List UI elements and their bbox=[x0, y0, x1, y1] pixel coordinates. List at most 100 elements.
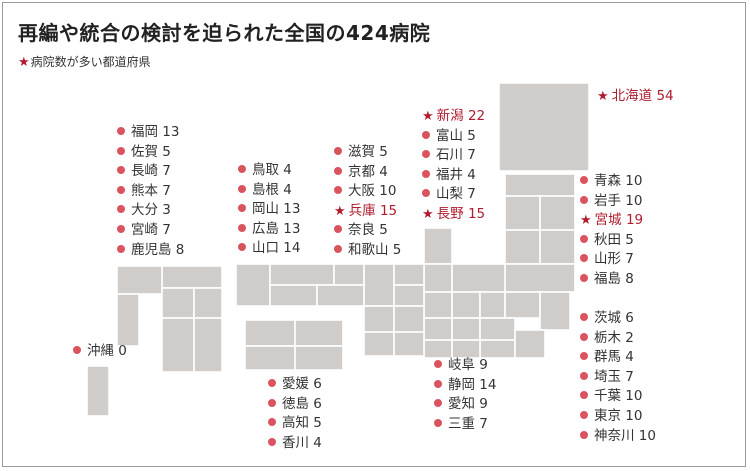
dot-icon bbox=[334, 166, 342, 175]
dot-icon bbox=[580, 430, 588, 439]
prefecture-label: ★ 新潟 22 bbox=[422, 107, 485, 127]
label-group-kyushu: 福岡 13 佐賀 5 長崎 7 熊本 7 大分 3 宮崎 7 鹿児島 8 bbox=[117, 123, 184, 260]
prefecture-label: 島根 4 bbox=[238, 181, 300, 201]
prefecture-count: 宮崎 7 bbox=[131, 221, 171, 238]
label-group-okinawa: 沖縄 0 bbox=[73, 342, 127, 362]
prefecture-tile-ehime bbox=[244, 345, 296, 371]
prefecture-count: 徳島 6 bbox=[282, 395, 322, 412]
prefecture-label: 山形 7 bbox=[580, 250, 643, 270]
prefecture-label: 富山 5 bbox=[422, 127, 485, 147]
prefecture-label: 鹿児島 8 bbox=[117, 241, 184, 261]
dot-icon bbox=[117, 205, 125, 214]
prefecture-tile-ishikawa bbox=[423, 227, 453, 265]
prefecture-tile-nagano bbox=[451, 291, 481, 319]
prefecture-count: 兵庫 15 bbox=[348, 202, 398, 219]
prefecture-count: 長野 15 bbox=[436, 205, 486, 222]
star-icon: ★ bbox=[422, 109, 434, 124]
prefecture-tile-ibaraki bbox=[539, 291, 571, 331]
prefecture-label: 沖縄 0 bbox=[73, 342, 127, 362]
prefecture-count: 三重 7 bbox=[448, 415, 488, 432]
prefecture-tile-akita bbox=[504, 195, 541, 231]
dot-icon bbox=[422, 150, 430, 159]
prefecture-tile-kagoshima bbox=[161, 317, 195, 373]
dot-icon bbox=[580, 391, 588, 400]
prefecture-tile-tochigi bbox=[504, 291, 541, 319]
dot-icon bbox=[268, 418, 276, 427]
prefecture-tile-kumamoto bbox=[161, 287, 195, 319]
prefecture-tile-aomori bbox=[504, 173, 576, 197]
prefecture-tile-fukuoka bbox=[161, 265, 223, 289]
prefecture-tile-niigata bbox=[451, 263, 506, 293]
prefecture-label: 山口 14 bbox=[238, 239, 300, 259]
dot-icon bbox=[422, 130, 430, 139]
prefecture-label: 滋賀 5 bbox=[334, 143, 401, 163]
prefecture-tile-kyoto bbox=[393, 263, 425, 286]
label-group-hokkaido: ★ 北海道 54 bbox=[597, 87, 674, 107]
prefecture-tile-mie bbox=[393, 331, 425, 357]
prefecture-count: 茨城 6 bbox=[594, 310, 634, 326]
prefecture-tile-hokkaido bbox=[498, 82, 590, 172]
prefecture-count: 和歌山 5 bbox=[348, 241, 402, 258]
dot-icon bbox=[268, 398, 276, 407]
prefecture-label: 群馬 4 bbox=[580, 348, 656, 368]
prefecture-tile-fukui bbox=[423, 291, 453, 319]
dot-icon bbox=[580, 254, 588, 263]
dot-icon bbox=[268, 437, 276, 446]
label-group-shikoku: 愛媛 6 徳島 6 高知 5 香川 4 bbox=[268, 375, 322, 453]
dot-icon bbox=[238, 204, 246, 213]
dot-icon bbox=[434, 360, 442, 368]
legend: ★病院数が多い都道府県 bbox=[18, 53, 151, 70]
dot-icon bbox=[434, 379, 442, 388]
prefecture-count: 福島 8 bbox=[594, 270, 634, 287]
prefecture-tile-gunma bbox=[479, 291, 506, 319]
prefecture-tile-tottori bbox=[333, 263, 365, 286]
prefecture-count: 青森 10 bbox=[594, 173, 643, 189]
prefecture-count: 宮城 19 bbox=[594, 212, 644, 229]
prefecture-label: 三重 7 bbox=[434, 415, 496, 435]
prefecture-tile-kagawa bbox=[244, 319, 296, 347]
dot-icon bbox=[580, 410, 588, 419]
prefecture-label: 高知 5 bbox=[268, 414, 322, 434]
prefecture-label: 大分 3 bbox=[117, 201, 184, 221]
prefecture-label: 秋田 5 bbox=[580, 231, 643, 251]
prefecture-label: 佐賀 5 bbox=[117, 143, 184, 163]
prefecture-tile-yamaguchi bbox=[235, 263, 271, 307]
prefecture-count: 栃木 2 bbox=[594, 329, 634, 346]
prefecture-tile-wakayama bbox=[363, 331, 395, 357]
prefecture-tile-miyagi bbox=[539, 229, 576, 265]
legend-label: 病院数が多い都道府県 bbox=[30, 55, 151, 69]
dot-icon bbox=[334, 244, 342, 253]
prefecture-tile-gifu bbox=[423, 317, 453, 341]
prefecture-label: 福岡 13 bbox=[117, 123, 184, 143]
label-group-tohoku: 青森 10 岩手 10 ★ 宮城 19 秋田 5 山形 7 福島 8 bbox=[580, 172, 643, 290]
prefecture-count: 熊本 7 bbox=[131, 182, 171, 199]
dot-icon bbox=[580, 371, 588, 380]
dot-icon bbox=[580, 234, 588, 243]
prefecture-label: 徳島 6 bbox=[268, 395, 322, 415]
prefecture-tile-miyazaki bbox=[193, 317, 223, 373]
prefecture-count: 山梨 7 bbox=[436, 186, 476, 203]
prefecture-label: 鳥取 4 bbox=[238, 161, 300, 181]
prefecture-label: 和歌山 5 bbox=[334, 241, 401, 261]
prefecture-label: 茨城 6 bbox=[580, 309, 656, 329]
prefecture-tile-oita bbox=[193, 287, 223, 319]
prefecture-count: 滋賀 5 bbox=[348, 144, 388, 160]
prefecture-count: 山口 14 bbox=[252, 240, 301, 257]
prefecture-label: 岡山 13 bbox=[238, 200, 300, 220]
prefecture-label: 埼玉 7 bbox=[580, 368, 656, 388]
dot-icon bbox=[334, 225, 342, 234]
prefecture-count: 岐阜 9 bbox=[448, 357, 488, 373]
dot-icon bbox=[580, 176, 588, 184]
prefecture-count: 石川 7 bbox=[436, 147, 476, 164]
prefecture-tile-osaka bbox=[363, 305, 395, 333]
prefecture-tile-toyama bbox=[423, 263, 453, 293]
prefecture-count: 長崎 7 bbox=[131, 163, 171, 180]
label-group-kinki: 滋賀 5 京都 4 大阪 10 ★ 兵庫 15 奈良 5 和歌山 5 bbox=[334, 143, 401, 261]
dot-icon bbox=[117, 244, 125, 253]
prefecture-count: 鹿児島 8 bbox=[131, 241, 185, 258]
prefecture-count: 秋田 5 bbox=[594, 231, 634, 248]
star-icon: ★ bbox=[597, 89, 609, 104]
prefecture-label: ★ 兵庫 15 bbox=[334, 202, 401, 222]
prefecture-tile-hyogo bbox=[363, 263, 395, 307]
prefecture-count: 愛媛 6 bbox=[282, 376, 322, 392]
